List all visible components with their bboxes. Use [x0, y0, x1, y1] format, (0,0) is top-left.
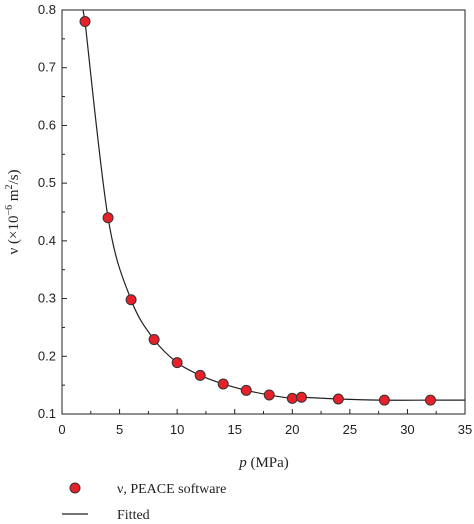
- legend-marker-points: [69, 482, 81, 494]
- y-tick-label: 0.5: [38, 175, 56, 190]
- fitted-curve-layer: [82, 9, 465, 401]
- plot-frame: [61, 9, 466, 415]
- x-tick-label: 10: [170, 422, 184, 437]
- y-tick-label: 0.6: [38, 117, 56, 132]
- x-tick-label: 30: [400, 422, 414, 437]
- legend-label-points: ν, PEACE software: [117, 482, 226, 497]
- legend-label-fitted: Fitted: [117, 508, 150, 523]
- x-tick-label: 5: [116, 422, 123, 437]
- y-axis-label-mid: m: [6, 189, 22, 205]
- y-tick-label: 0.7: [38, 60, 56, 75]
- fitted-curve: [82, 9, 465, 401]
- y-tick-label: 0.8: [38, 2, 56, 17]
- x-axis-unit: (MPa): [247, 455, 289, 471]
- y-tick-label: 0.1: [38, 406, 56, 421]
- y-axis-label: ν (×10−6 m2/s): [4, 169, 22, 254]
- data-point: [194, 369, 206, 381]
- y-axis-ticks: 0.1 0.2 0.3 0.4 0.5 0.6 0.7 0.8: [38, 2, 67, 421]
- data-point: [240, 384, 252, 396]
- data-point: [286, 392, 298, 404]
- y-axis-label-suffix: /s): [6, 169, 22, 184]
- plot-border: [61, 9, 466, 415]
- data-point: [171, 357, 183, 369]
- x-tick-label: 20: [285, 422, 299, 437]
- data-point: [378, 394, 390, 406]
- x-tick-label: 25: [343, 422, 357, 437]
- data-point: [125, 294, 137, 306]
- legend: ν, PEACE software Fitted: [62, 482, 226, 523]
- x-axis-var: p: [238, 455, 247, 471]
- data-point: [217, 378, 229, 390]
- data-points-layer: [79, 16, 436, 406]
- x-tick-label: 0: [58, 422, 65, 437]
- x-tick-label: 15: [227, 422, 241, 437]
- data-point: [102, 212, 114, 224]
- y-axis-label-prefix: ν (×10: [6, 216, 22, 255]
- data-point: [263, 389, 275, 401]
- data-point: [79, 16, 91, 28]
- y-tick-label: 0.3: [38, 291, 56, 306]
- y-tick-label: 0.4: [38, 233, 56, 248]
- data-point: [148, 334, 160, 346]
- data-point: [295, 391, 307, 403]
- data-point: [424, 394, 436, 406]
- x-axis-label: p (MPa): [238, 455, 289, 471]
- x-tick-label: 35: [458, 422, 472, 437]
- x-axis-ticks: 0 5 10 15 20 25 30 35: [58, 409, 472, 437]
- y-tick-label: 0.2: [38, 348, 56, 363]
- y-axis-label-exp: −6: [4, 205, 15, 216]
- y-axis-label-exp2: 2: [4, 184, 15, 189]
- data-point: [332, 393, 344, 405]
